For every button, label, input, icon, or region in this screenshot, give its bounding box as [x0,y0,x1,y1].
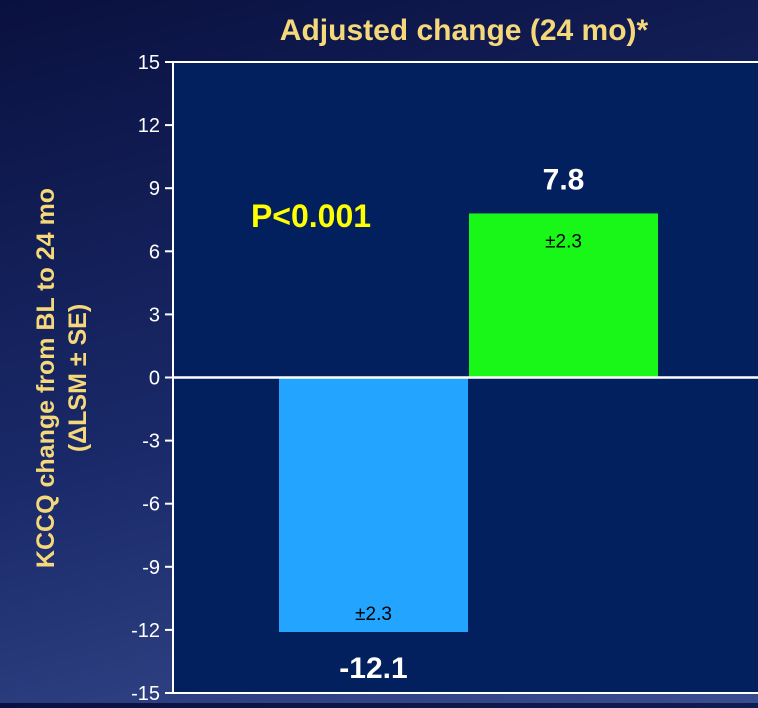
value-label-2: 7.8 [543,163,585,196]
y-tick-label: -9 [142,557,160,579]
y-tick-label: -12 [131,620,160,642]
y-tick-label: 12 [138,115,160,137]
y-tick-label: 0 [149,368,160,390]
y-tick-label: 3 [149,304,160,326]
y-axis-label-line1: KCCQ change from BL to 24 mo [32,188,60,568]
bars [279,213,658,633]
error-label-1: ±2.3 [355,604,392,625]
y-tick-label: -3 [142,431,160,453]
data-labels: -12.1 ±2.3 7.8 ±2.3 [339,163,584,685]
bar-1 [279,377,468,633]
chart-title: Adjusted change (24 mo)* [280,14,649,47]
y-tick-label: 15 [138,52,160,74]
y-tick-label: -15 [131,683,160,703]
error-label-2: ±2.3 [545,231,582,252]
y-axis-label-line2: (ΔLSM ± SE) [64,304,92,452]
y-tick-label: -6 [142,494,160,516]
y-axis-label: KCCQ change from BL to 24 mo (ΔLSM ± SE) [32,188,92,568]
p-value-annotation: P<0.001 [251,198,371,234]
y-tick-label: 9 [149,178,160,200]
bar-2 [469,213,658,378]
y-tick-label: 6 [149,241,160,263]
y-axis: 15 12 9 6 3 0 -3 -6 -9 -12 -15 [131,52,758,705]
value-label-1: -12.1 [339,652,407,685]
